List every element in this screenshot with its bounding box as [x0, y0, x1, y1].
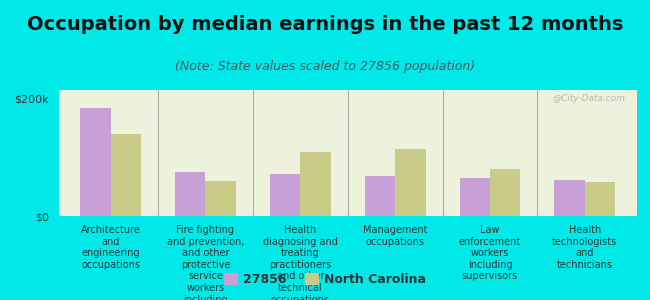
- Bar: [111, 134, 141, 216]
- Bar: [175, 172, 205, 216]
- Text: @City-Data.com: @City-Data.com: [552, 94, 625, 103]
- Bar: [205, 181, 236, 216]
- Legend: 27856, North Carolina: 27856, North Carolina: [219, 268, 431, 291]
- Text: (Note: State values scaled to 27856 population): (Note: State values scaled to 27856 popu…: [175, 60, 475, 73]
- Bar: [395, 148, 426, 216]
- Bar: [460, 178, 490, 216]
- Bar: [81, 108, 110, 216]
- Bar: [585, 182, 615, 216]
- Bar: [554, 180, 585, 216]
- Bar: [300, 152, 331, 216]
- Bar: [270, 174, 300, 216]
- Text: Occupation by median earnings in the past 12 months: Occupation by median earnings in the pas…: [27, 15, 623, 34]
- Bar: [490, 169, 521, 216]
- Bar: [365, 176, 395, 216]
